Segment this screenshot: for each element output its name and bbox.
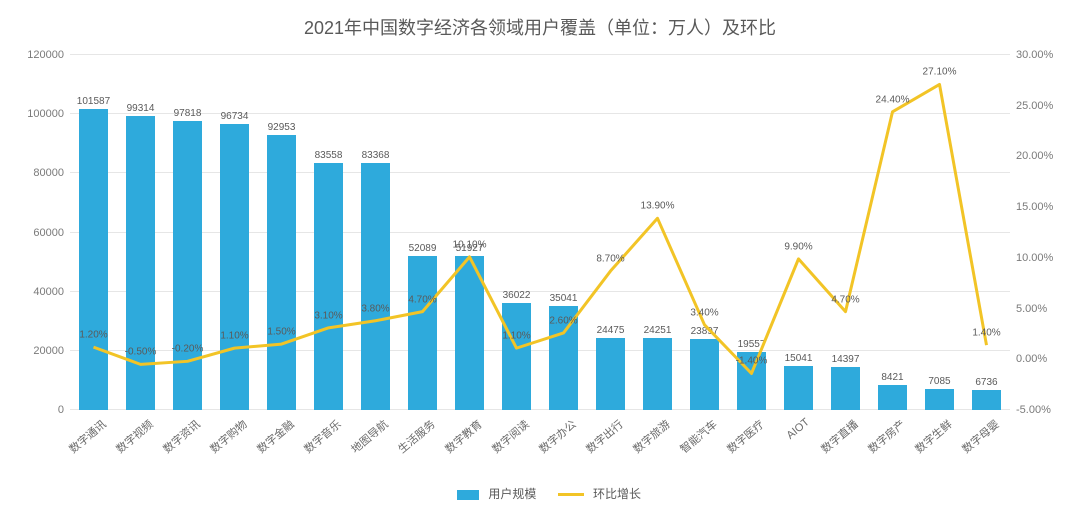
x-axis-label: 数字视频 [108,412,156,457]
x-axis-label: 数字音乐 [296,412,344,457]
legend: 用户规模 环比增长 [0,485,1080,502]
line-value-label: 8.70% [596,253,624,264]
y1-tick-label: 120000 [18,49,64,61]
y1-tick-label: 40000 [18,286,64,298]
y2-tick-label: 0.00% [1016,353,1066,365]
x-axis-label: 数字购物 [202,412,250,457]
y2-tick-label: 30.00% [1016,49,1066,61]
y1-tick-label: 60000 [18,227,64,239]
x-axis-label: 数字教育 [437,412,485,457]
y2-tick-label: 10.00% [1016,252,1066,264]
y2-tick-label: 25.00% [1016,100,1066,112]
x-axis-label: 生活服务 [390,412,438,457]
y2-tick-label: -5.00% [1016,404,1066,416]
line-value-label: 1.40% [972,327,1000,338]
x-axis-label: 数字房产 [860,412,908,457]
line-value-label: -0.50% [125,347,157,358]
y1-tick-label: 0 [18,404,64,416]
line-layer [70,55,1010,410]
line-value-label: 1.10% [502,331,530,342]
y1-tick-label: 20000 [18,345,64,357]
y2-tick-label: 5.00% [1016,303,1066,315]
line-value-label: 3.40% [690,307,718,318]
line-value-label: 4.70% [831,294,859,305]
line-value-label: 1.20% [79,330,107,341]
line-value-label: 3.80% [361,303,389,314]
x-axis-label: 数字阅读 [484,412,532,457]
combo-chart: 2021年中国数字经济各领域用户覆盖（单位：万人）及环比 02000040000… [0,0,1080,510]
line-value-label: 3.10% [314,310,342,321]
x-axis-label: 数字母婴 [954,412,1002,457]
line-value-label: 4.70% [408,294,436,305]
x-axis-label: 智能汽车 [672,412,720,457]
plot-area: 020000400006000080000100000120000-5.00%0… [70,55,1010,410]
x-axis-label: 数字通讯 [61,412,109,457]
line-value-label: 24.40% [876,94,910,105]
y2-tick-label: 20.00% [1016,150,1066,162]
line-value-label: -1.40% [736,356,768,367]
line-value-label: 13.90% [641,201,675,212]
legend-swatch-bar [457,490,479,500]
chart-title: 2021年中国数字经济各领域用户覆盖（单位：万人）及环比 [0,0,1080,40]
legend-swatch-line [558,493,584,496]
x-axis-label: 地图导航 [343,412,391,457]
x-axis-label: 数字旅游 [625,412,673,457]
legend-label-bar: 用户规模 [488,487,536,501]
line-value-label: 1.10% [220,331,248,342]
x-axis-label: 数字出行 [578,412,626,457]
y1-tick-label: 80000 [18,167,64,179]
line-value-label: 2.60% [549,315,577,326]
x-axis-label: 数字生鲜 [907,412,955,457]
line-value-label: 1.50% [267,326,295,337]
y1-tick-label: 100000 [18,108,64,120]
line-value-label: -0.20% [172,344,204,355]
y2-tick-label: 15.00% [1016,201,1066,213]
x-axis-label: 数字医疗 [719,412,767,457]
x-axis-label: 数字直播 [813,412,861,457]
x-axis-label: 数字资讯 [155,412,203,457]
x-axis-label: 数字办公 [531,412,579,457]
line-value-label: 9.90% [784,241,812,252]
x-axis-label: 数字金融 [249,412,297,457]
line-value-label: 10.10% [453,239,487,250]
line-value-label: 27.10% [923,67,957,78]
legend-label-line: 环比增长 [593,487,641,501]
x-axis-label: AIOT [780,412,811,442]
